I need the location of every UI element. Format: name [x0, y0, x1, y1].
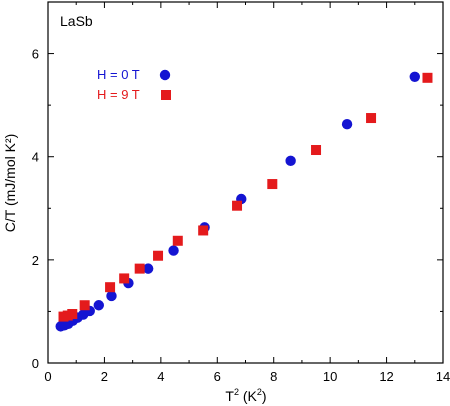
plot-frame: [47, 1, 444, 364]
data-point-h9: [134, 263, 145, 274]
data-point-h0: [341, 119, 353, 130]
data-point-h9: [172, 235, 183, 246]
x-axis-label-close: ): [262, 388, 267, 404]
x-tick-label: 12: [379, 369, 393, 384]
x-tick-label: 2: [101, 369, 108, 384]
data-point-h9: [119, 273, 130, 284]
legend-label-h9: H = 9 T: [97, 87, 140, 102]
data-point-h9: [366, 113, 377, 124]
x-axis-label-sup2: 2: [257, 387, 262, 397]
y-axis-label: C/T (mJ/mol K²): [2, 134, 18, 233]
data-point-h0: [285, 155, 296, 167]
data-point-h9: [79, 300, 90, 311]
x-axis-label: T2 (K2): [225, 387, 266, 404]
data-point-h9: [153, 250, 164, 261]
data-point-h9: [267, 179, 278, 190]
data-point-h9: [67, 309, 78, 320]
x-axis-label-rest: (K: [239, 388, 258, 404]
data-point-h9: [311, 145, 322, 156]
ticks: [47, 2, 444, 364]
x-tick-label: 6: [214, 369, 221, 384]
tick-labels: 0 2 4 6 8 10 12 14 0 2 4 6: [32, 47, 450, 384]
data-point-h0: [106, 290, 117, 302]
legend-label-h0: H = 0 T: [97, 67, 140, 82]
legend: H = 0 T H = 9 T: [97, 67, 171, 102]
data-points: [55, 71, 433, 332]
x-tick-label: 14: [436, 369, 450, 384]
data-point-h9: [105, 282, 116, 293]
data-point-h0: [142, 263, 154, 274]
y-tick-label: 2: [32, 253, 39, 268]
x-tick-label: 0: [44, 369, 51, 384]
y-tick-label: 4: [32, 150, 39, 165]
x-tick-label: 4: [157, 369, 164, 384]
data-point-h0: [168, 245, 179, 256]
data-point-h9: [232, 200, 243, 211]
y-tick-label: 6: [32, 47, 39, 62]
data-point-h0: [409, 71, 420, 82]
data-point-h9: [422, 72, 433, 83]
legend-marker-h9: [161, 90, 171, 100]
legend-marker-h0: [159, 69, 171, 81]
x-tick-label: 8: [270, 369, 277, 384]
x-tick-label: 10: [323, 369, 337, 384]
x-axis-label-sup: 2: [234, 387, 239, 397]
y-tick-label: 0: [32, 356, 39, 371]
sample-label: LaSb: [60, 13, 93, 29]
data-point-h0: [93, 300, 104, 311]
x-axis-label-base: T: [225, 388, 234, 404]
data-point-h9: [198, 225, 209, 236]
